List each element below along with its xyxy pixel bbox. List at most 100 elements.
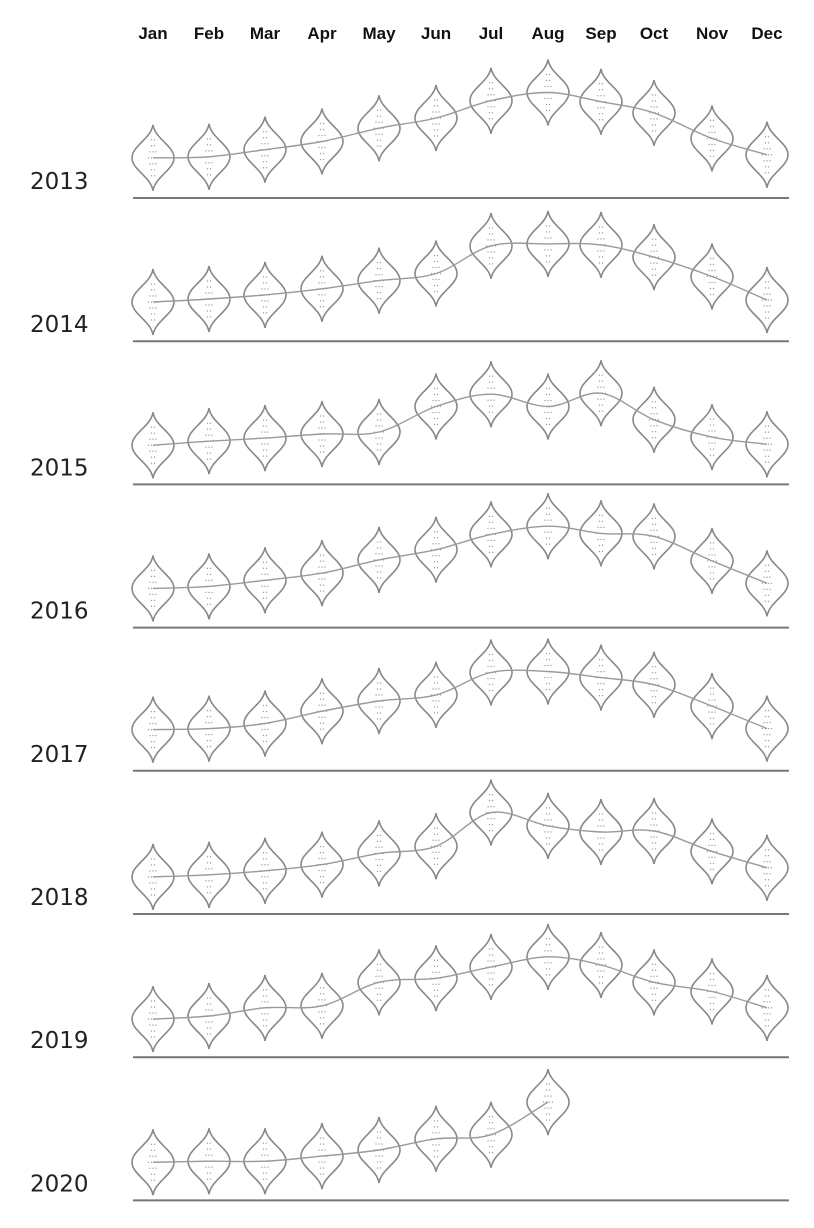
sample-dot	[321, 1011, 323, 1013]
sample-dot	[548, 652, 551, 655]
sample-dot	[264, 443, 266, 445]
sample-dot	[551, 1101, 554, 1103]
sample-dot	[150, 1149, 153, 1151]
sample-dot	[763, 437, 765, 439]
sample-dot	[488, 227, 491, 229]
sample-dot	[491, 405, 494, 407]
sample-dot	[322, 276, 325, 278]
sample-dot	[435, 123, 437, 125]
sample-dot	[379, 262, 382, 264]
sample-dot	[150, 1018, 153, 1020]
sample-dot	[433, 1126, 436, 1128]
sample-dot	[152, 307, 154, 309]
sample-dot	[432, 851, 434, 853]
sample-dot	[545, 417, 548, 420]
sample-dot	[318, 870, 320, 872]
sample-dot	[545, 543, 548, 545]
sample-dot	[318, 578, 320, 580]
sample-dot	[155, 163, 157, 165]
sample-dot	[381, 1143, 383, 1145]
sample-dot	[766, 305, 768, 307]
sample-dot	[267, 1166, 269, 1168]
sample-dot	[767, 425, 770, 427]
sample-dot	[600, 538, 602, 540]
sample-dot	[601, 410, 604, 412]
sample-dot	[432, 411, 434, 414]
sample-dot	[433, 393, 436, 396]
sample-dot	[494, 245, 497, 247]
sample-dot	[205, 304, 207, 306]
year-panel-2017: 2017	[30, 638, 789, 772]
sample-dot	[548, 109, 551, 112]
sample-dot	[491, 659, 494, 662]
sample-dot	[433, 682, 436, 684]
violin-2016-dec	[745, 550, 789, 617]
sample-dot	[265, 882, 268, 884]
sample-dot	[490, 527, 492, 529]
sample-dot	[153, 145, 156, 147]
sample-dot	[155, 581, 157, 583]
sample-dot	[206, 1172, 209, 1174]
sample-dot	[657, 684, 660, 686]
sample-dot	[153, 894, 156, 896]
sample-dot	[650, 541, 652, 543]
sample-dot	[651, 274, 654, 276]
sample-dot	[324, 294, 326, 296]
sample-dot	[379, 864, 382, 866]
sample-dot	[603, 386, 605, 388]
sample-dot	[150, 858, 153, 860]
sample-dot	[322, 987, 325, 989]
sample-dot	[261, 1013, 263, 1015]
sample-dot	[600, 238, 602, 240]
sample-dot	[767, 299, 770, 301]
sample-dot	[150, 729, 153, 731]
sample-dot	[435, 688, 437, 690]
sample-dot	[714, 281, 716, 284]
sample-dot	[548, 1083, 551, 1085]
sample-dot	[545, 393, 548, 396]
sample-dot	[598, 113, 601, 115]
sample-dot	[206, 174, 209, 176]
sample-dot	[485, 245, 488, 247]
sample-dot	[376, 864, 379, 866]
sample-dot	[653, 106, 655, 108]
sample-dot	[319, 421, 322, 423]
sample-dot	[763, 722, 765, 724]
sample-dot	[548, 1113, 551, 1115]
sample-dot	[208, 868, 210, 870]
sample-dot	[651, 431, 654, 433]
sample-dot	[764, 746, 767, 748]
sample-dot	[375, 1143, 377, 1145]
sample-dot	[767, 154, 770, 156]
sample-dot	[149, 307, 151, 309]
sample-dot	[209, 174, 212, 176]
sample-dot	[709, 862, 712, 864]
sample-dot	[379, 449, 382, 451]
sample-dot	[601, 843, 604, 845]
sample-dot	[265, 734, 268, 737]
sample-dot	[319, 882, 322, 884]
trend-line-2013	[152, 91, 768, 159]
sample-dot	[206, 597, 209, 599]
sample-dot	[262, 1025, 265, 1027]
sample-dot	[208, 1021, 210, 1023]
sample-dot	[379, 443, 382, 445]
sample-dot	[488, 515, 491, 517]
sample-dot	[650, 425, 652, 427]
sample-dot	[268, 722, 271, 725]
sample-dot	[656, 836, 658, 838]
sample-dot	[550, 237, 552, 239]
sample-dot	[545, 537, 548, 539]
sample-dot	[488, 954, 491, 956]
sample-dot	[709, 155, 712, 157]
sample-dot	[153, 139, 156, 141]
sample-dot	[548, 261, 551, 263]
violin-shape	[745, 550, 789, 617]
sample-dot	[487, 106, 489, 108]
year-panel-2020: 2020	[30, 1068, 789, 1202]
sample-dot	[209, 567, 212, 569]
sample-dot	[381, 121, 383, 123]
sample-dot	[651, 696, 654, 698]
sample-dot	[265, 704, 268, 707]
sample-dot	[764, 461, 767, 463]
